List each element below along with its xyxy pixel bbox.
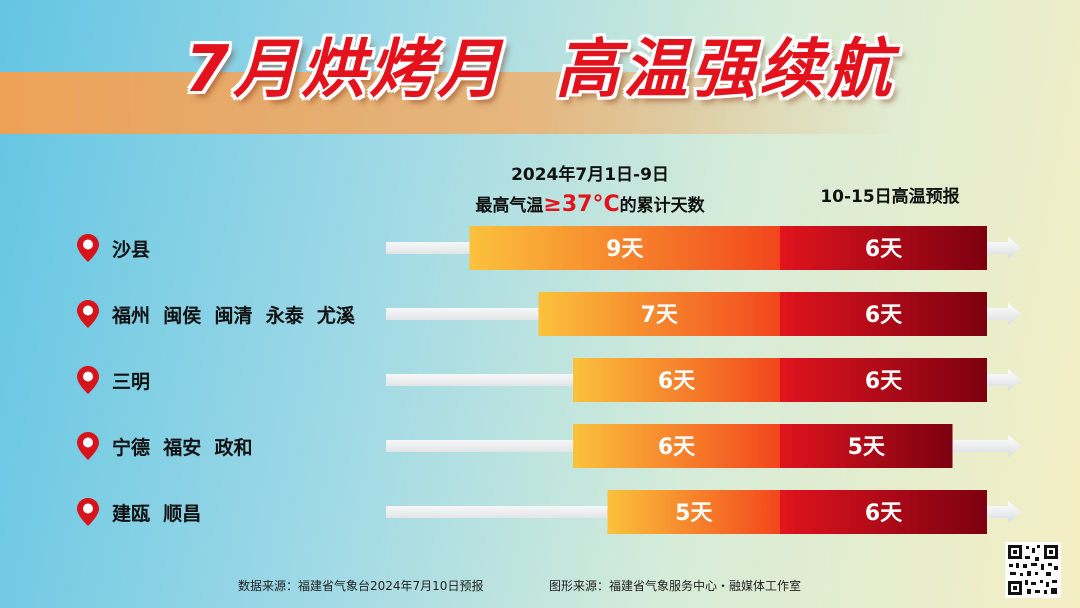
category-name: 宁德 福安 政和 xyxy=(112,436,253,459)
label-forecast-days: 5天 xyxy=(848,435,886,460)
title-part2: 高温强续航 xyxy=(555,33,896,107)
category-name: 福州 闽侯 闽清 永泰 尤溪 xyxy=(112,304,355,327)
header-past-line1: 2024年7月1日-9日 xyxy=(511,165,669,185)
category-name: 三明 xyxy=(112,370,151,393)
label-past-days: 9天 xyxy=(606,237,644,262)
bar-past-days xyxy=(538,292,780,336)
header-forecast: 10-15日高温预报 xyxy=(820,187,960,207)
title-stripe xyxy=(0,72,900,134)
location-pin-icon xyxy=(77,366,99,394)
label-past-days: 6天 xyxy=(658,369,696,394)
label-forecast-days: 6天 xyxy=(865,501,903,526)
page-title: 7月烘烤月 高温强续航 xyxy=(0,18,1080,110)
footer-data-source: 数据来源：福建省气象台2024年7月10日预报 xyxy=(238,579,484,593)
label-past-days: 6天 xyxy=(658,435,696,460)
location-pin-icon xyxy=(77,432,99,460)
bar-past-days xyxy=(573,358,780,402)
bar-forecast-days xyxy=(780,424,953,468)
header-past-line2-post: 的累计天数 xyxy=(619,196,705,216)
bar-forecast-days xyxy=(780,358,987,402)
header-past-days: 2024年7月1日-9日 最高气温≥37°C的累计天数 xyxy=(440,160,740,221)
title-part1: 7月烘烤月 xyxy=(184,33,506,107)
label-forecast-days: 6天 xyxy=(865,303,903,328)
category-name: 建瓯 顺昌 xyxy=(112,502,202,525)
bar-past-days xyxy=(607,490,780,534)
category-label: 宁德 福安 政和 xyxy=(76,426,252,466)
bar-past-days xyxy=(469,226,780,270)
category-name: 沙县 xyxy=(112,238,151,261)
header-past-threshold: ≥37°C xyxy=(543,192,620,217)
category-label: 三明 xyxy=(76,360,150,400)
header-past-line2-pre: 最高气温 xyxy=(475,196,544,216)
category-label: 福州 闽侯 闽清 永泰 尤溪 xyxy=(76,294,355,334)
label-forecast-days: 6天 xyxy=(865,369,903,394)
category-label: 沙县 xyxy=(76,228,150,268)
bar-past-days xyxy=(573,424,780,468)
label-past-days: 7天 xyxy=(641,303,679,328)
location-pin-icon xyxy=(77,234,99,262)
bar-forecast-days xyxy=(780,490,987,534)
label-past-days: 5天 xyxy=(675,501,713,526)
footer-graphic-source: 图形来源：福建省气象服务中心・融媒体工作室 xyxy=(549,579,802,593)
label-forecast-days: 6天 xyxy=(865,237,903,262)
bar-forecast-days xyxy=(780,226,987,270)
category-label: 建瓯 顺昌 xyxy=(76,492,201,532)
location-pin-icon xyxy=(77,300,99,328)
location-pin-icon xyxy=(77,498,99,526)
qr-code-icon xyxy=(1005,542,1061,598)
bar-forecast-days xyxy=(780,292,987,336)
